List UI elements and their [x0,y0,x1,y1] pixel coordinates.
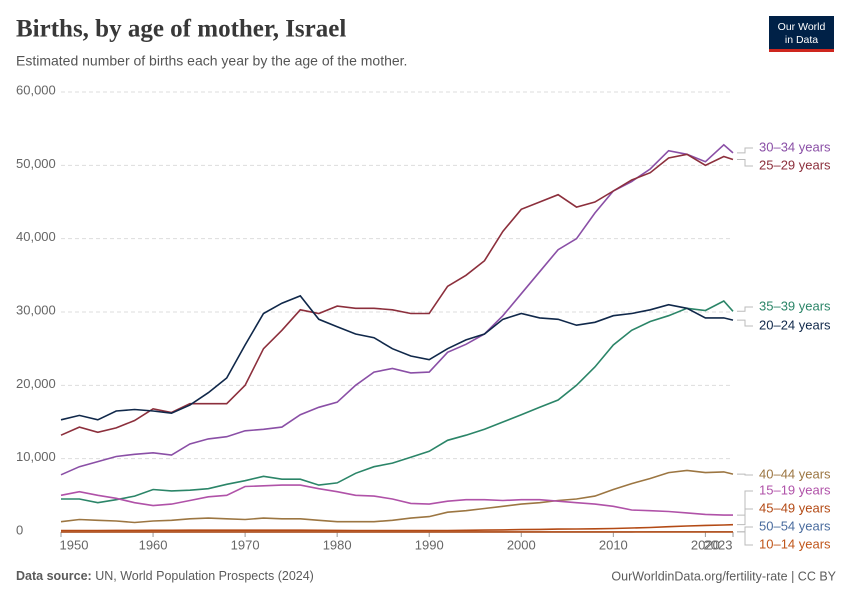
series-label: 10–14 years [759,536,831,551]
source-text: UN, World Population Prospects (2024) [95,569,314,583]
x-tick-label: 1950 [60,537,89,552]
series-line [60,294,734,421]
y-tick-label: 20,000 [16,376,56,391]
y-tick-label: 60,000 [16,82,56,97]
x-tick-label: 1970 [231,537,260,552]
x-tick-label: 2023 [704,537,733,552]
y-tick-label: 0 [16,522,23,537]
series-line [60,153,734,436]
series-line [60,143,734,476]
series-line [61,300,734,504]
logo[interactable]: Our World in Data [769,16,834,52]
series-line [60,484,733,516]
series-line [60,469,734,524]
x-tick-label: 2000 [507,537,536,552]
x-tick-label: 1960 [139,537,168,552]
y-tick-label: 50,000 [16,156,56,171]
logo-text: in Data [785,34,818,46]
series-label: 25–29 years [759,157,831,172]
y-tick-label: 10,000 [16,449,56,464]
label-connector [737,306,753,312]
x-tick-label: 2020 [691,537,720,552]
label-connector [737,526,753,533]
logo-box [769,16,834,52]
series-label: 35–39 years [759,298,831,313]
logo-text: Our World [778,21,826,33]
label-connector [737,473,753,476]
series-label: 20–24 years [759,317,831,332]
credit[interactable]: OurWorldinData.org/fertility-rate | CC B… [611,569,836,583]
logo-bar [769,49,834,52]
x-tick-label: 2010 [599,537,628,552]
series-line [61,523,734,532]
chart-title: Births, by age of mother, Israel [16,16,346,43]
source: Data source: UN, World Population Prospe… [16,569,314,583]
label-connector [737,319,753,327]
y-tick-label: 40,000 [16,229,56,244]
series-label: 45–49 years [759,500,831,515]
y-tick-label: 30,000 [16,302,56,317]
label-connector [737,490,753,516]
label-connector [737,508,753,526]
x-tick-label: 1980 [323,537,352,552]
series-label: 50–54 years [759,518,831,533]
series-label: 30–34 years [759,139,831,154]
series-label: 40–44 years [759,466,831,481]
x-tick-label: 1990 [415,537,444,552]
label-connector [737,531,753,546]
label-connector [737,147,753,154]
series-label: 15–19 years [759,482,831,497]
label-connector [737,158,753,167]
source-label: Data source: [16,569,92,583]
chart-subtitle: Estimated number of births each year by … [16,53,407,69]
